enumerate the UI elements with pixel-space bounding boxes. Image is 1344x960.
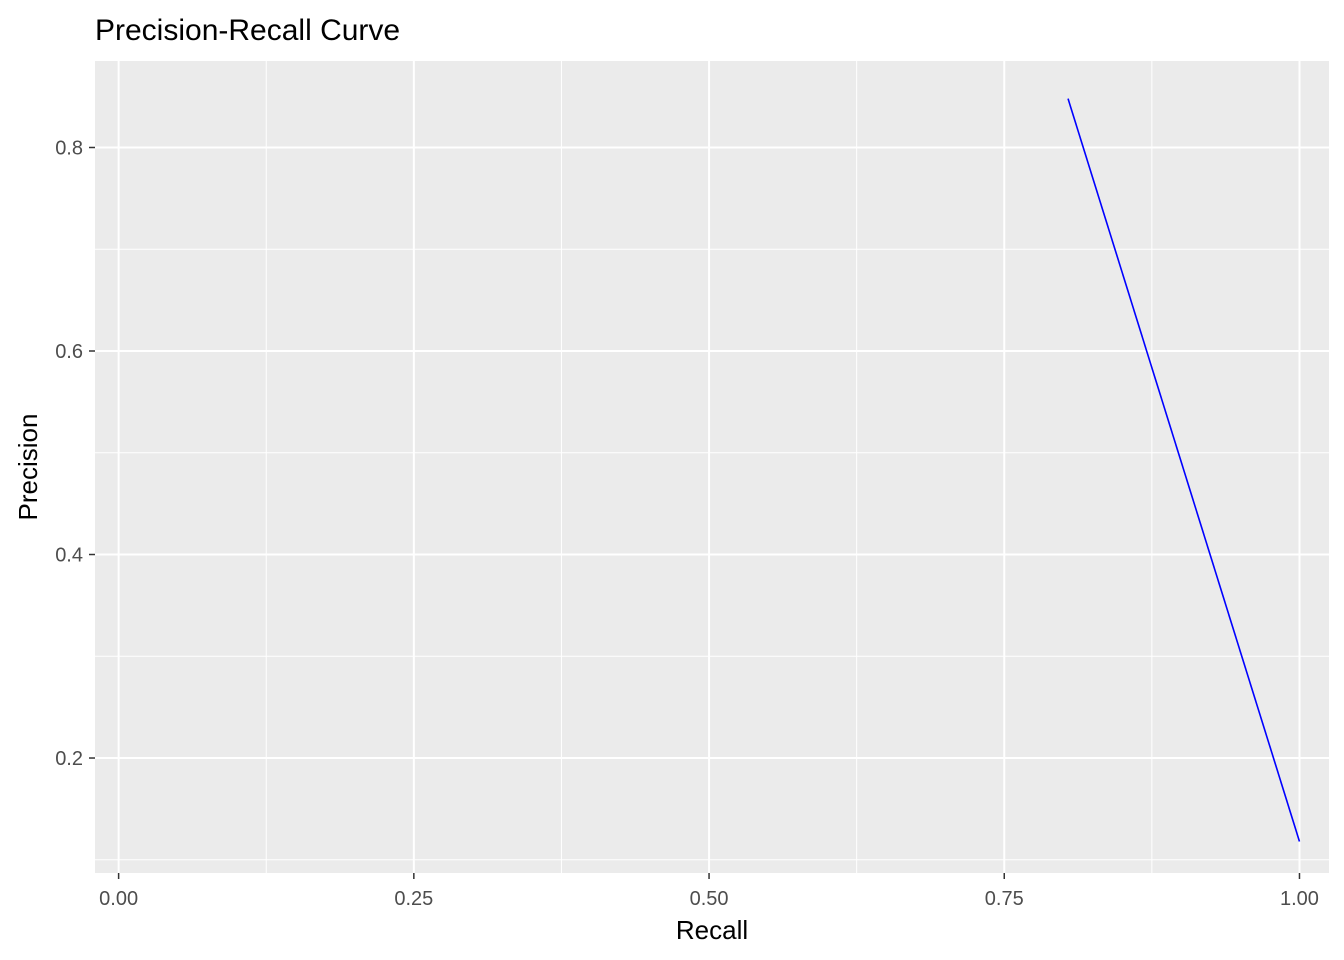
x-tick-label: 0.00 — [99, 888, 138, 910]
series-layer — [1067, 98, 1301, 842]
plot-panel — [95, 61, 1329, 873]
y-tick-label: 0.4 — [55, 545, 83, 567]
x-tick-label: 0.50 — [690, 888, 729, 910]
x-tick-label: 0.75 — [985, 888, 1024, 910]
x-axis: 0.00 0.25 0.50 0.75 1.00 — [99, 873, 1319, 910]
x-tick-label: 1.00 — [1280, 888, 1319, 910]
y-tick-label: 0.8 — [55, 137, 83, 159]
y-axis: 0.2 0.4 0.6 0.8 — [55, 137, 95, 770]
pr-curve-line — [1067, 98, 1301, 842]
y-tick-label: 0.2 — [55, 748, 83, 770]
x-axis-title: Recall — [676, 915, 748, 945]
x-tick-label: 0.25 — [394, 888, 433, 910]
minor-gridlines — [95, 61, 1329, 873]
y-tick-label: 0.6 — [55, 341, 83, 363]
chart-title: Precision-Recall Curve — [95, 14, 400, 47]
y-axis-title: Precision — [13, 414, 43, 521]
major-gridlines — [95, 61, 1329, 873]
